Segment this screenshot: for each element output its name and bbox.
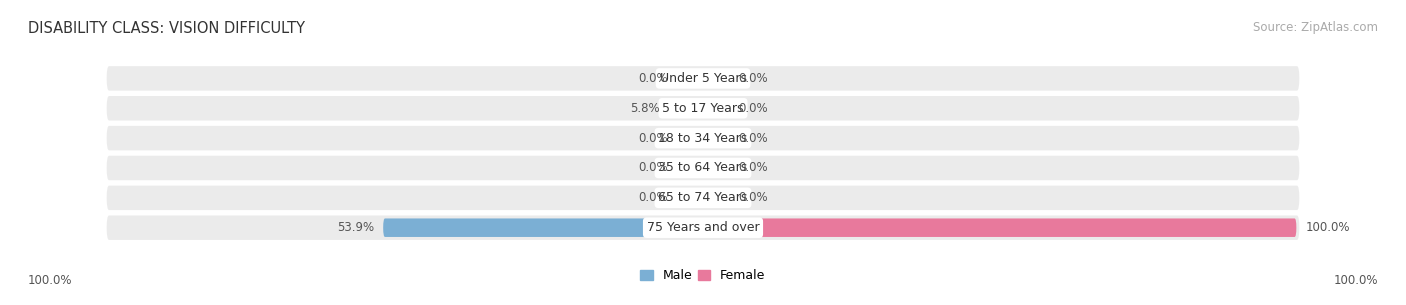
FancyBboxPatch shape [107,126,1299,150]
Legend: Male, Female: Male, Female [641,269,765,282]
FancyBboxPatch shape [703,188,730,207]
Text: DISABILITY CLASS: VISION DIFFICULTY: DISABILITY CLASS: VISION DIFFICULTY [28,21,305,36]
FancyBboxPatch shape [384,218,703,237]
FancyBboxPatch shape [107,66,1299,91]
Text: 100.0%: 100.0% [1333,274,1378,287]
FancyBboxPatch shape [703,218,1296,237]
Text: 0.0%: 0.0% [638,191,668,204]
Text: 0.0%: 0.0% [738,102,768,115]
Text: Under 5 Years: Under 5 Years [659,72,747,85]
Text: 65 to 74 Years: 65 to 74 Years [658,191,748,204]
FancyBboxPatch shape [107,215,1299,240]
Text: 18 to 34 Years: 18 to 34 Years [658,132,748,145]
FancyBboxPatch shape [676,159,703,177]
Text: 100.0%: 100.0% [28,274,73,287]
Text: 0.0%: 0.0% [638,161,668,174]
Text: 35 to 64 Years: 35 to 64 Years [658,161,748,174]
FancyBboxPatch shape [676,69,703,88]
FancyBboxPatch shape [676,129,703,147]
Text: 5.8%: 5.8% [630,102,659,115]
Text: 5 to 17 Years: 5 to 17 Years [662,102,744,115]
Text: 0.0%: 0.0% [638,132,668,145]
Text: 0.0%: 0.0% [638,72,668,85]
Text: 0.0%: 0.0% [738,72,768,85]
Text: 100.0%: 100.0% [1305,221,1350,234]
Text: 0.0%: 0.0% [738,132,768,145]
FancyBboxPatch shape [703,129,730,147]
FancyBboxPatch shape [703,69,730,88]
FancyBboxPatch shape [107,96,1299,120]
FancyBboxPatch shape [703,159,730,177]
Text: 75 Years and over: 75 Years and over [647,221,759,234]
Text: 53.9%: 53.9% [337,221,374,234]
FancyBboxPatch shape [107,186,1299,210]
Text: 0.0%: 0.0% [738,191,768,204]
FancyBboxPatch shape [669,99,703,117]
FancyBboxPatch shape [703,99,730,117]
Text: Source: ZipAtlas.com: Source: ZipAtlas.com [1253,21,1378,34]
FancyBboxPatch shape [107,156,1299,180]
FancyBboxPatch shape [676,188,703,207]
Text: 0.0%: 0.0% [738,161,768,174]
